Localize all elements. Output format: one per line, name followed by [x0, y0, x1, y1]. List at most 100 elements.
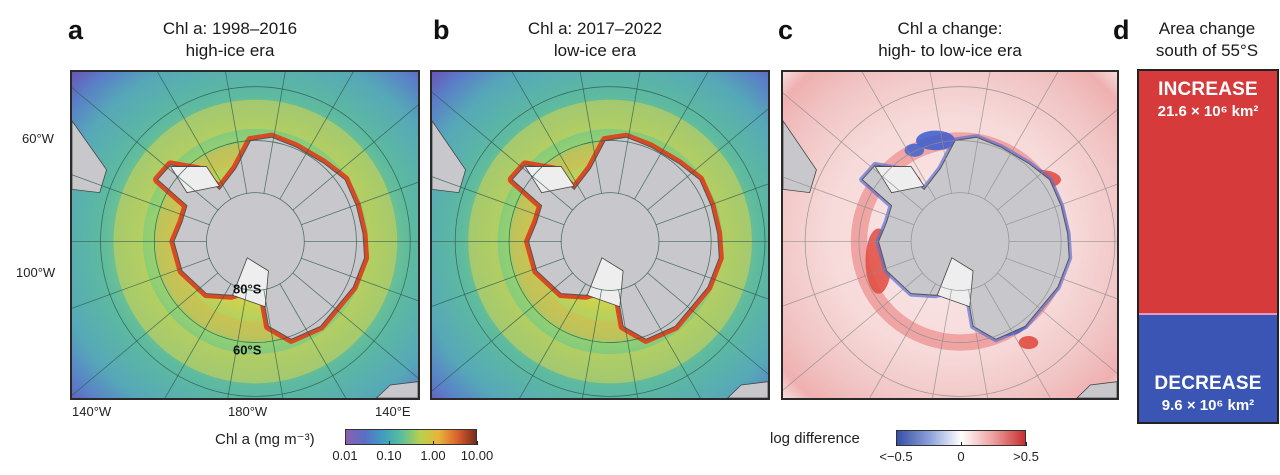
panel-c-title: Chl a change: high- to low-ice era [830, 18, 1070, 62]
map-panel-a: 80°S 60°S [70, 70, 420, 400]
logdiff-tick-label: <−0.5 [879, 449, 913, 464]
meridian-line [869, 283, 936, 398]
lon-label-60w: 60°W [22, 131, 54, 146]
meridian-line [279, 72, 354, 200]
meridian-line [647, 272, 768, 375]
meridian-line [783, 257, 915, 307]
lon-label-140e: 140°E [375, 404, 411, 419]
meridian-line [164, 283, 232, 398]
weddell-ice-shelf [524, 166, 575, 194]
meridian-line [72, 174, 210, 226]
panel-c-title-line1: Chl a change: [897, 19, 1003, 38]
panel-b-title: Chl a: 2017–2022 low-ice era [485, 18, 705, 62]
bar-decrease: DECREASE 9.6 × 10⁶ km² [1139, 314, 1277, 422]
ross-ice-shelf [586, 257, 624, 308]
bar-increase-value: 21.6 × 10⁶ km² [1157, 103, 1259, 120]
chl-tick-label: 0.01 [332, 448, 358, 463]
meridian-line [72, 272, 219, 396]
chl-colorbar-title: Chl a (mg m⁻³) [215, 431, 315, 448]
weddell-ice-shelf [874, 166, 925, 194]
meridian-line [647, 108, 768, 211]
panel-letter-b: b [433, 15, 450, 45]
ross-ice-shelf [232, 257, 269, 308]
chl-tick-mark [389, 441, 390, 445]
panel-d-title-line2: south of 55°S [1155, 41, 1259, 60]
meridian-line [227, 289, 248, 398]
ross-ice-shelf [936, 257, 974, 308]
logdiff-tick-label: 0 [957, 449, 965, 464]
south-america-land [432, 120, 467, 194]
australia-land [1076, 381, 1117, 398]
meridian-line [263, 289, 284, 398]
panel-letter-d: d [1113, 15, 1130, 45]
chl-tick-mark [345, 441, 346, 445]
meridian-line [984, 283, 1051, 398]
meridian-line [968, 289, 989, 398]
panel-b-title-line1: Chl a: 2017–2022 [527, 19, 663, 38]
south-america-land [783, 120, 817, 194]
meridian-line [634, 72, 709, 200]
panel-a-title-line2: high-ice era [185, 41, 275, 60]
south-america-land [72, 120, 108, 194]
logdiff-tick-label: >0.5 [1013, 449, 1039, 464]
meridian-line [968, 72, 991, 194]
meridian-line [157, 72, 232, 200]
panel-d-title: Area change south of 55°S [1132, 18, 1280, 62]
lat-label-80s: 80°S [233, 282, 262, 297]
panel-d-title-line1: Area change [1158, 19, 1256, 38]
meridian-line [579, 72, 602, 194]
bar-increase: INCREASE 21.6 × 10⁶ km² [1139, 71, 1277, 313]
meridian-line [225, 72, 248, 194]
map-panel-b [430, 70, 770, 400]
change-patch [916, 130, 956, 151]
meridian-line [72, 87, 219, 211]
panel-letter-c: c [778, 15, 794, 45]
meridian-line [72, 257, 210, 309]
panel-b-title-line2: low-ice era [553, 41, 637, 60]
panel-a-title: Chl a: 1998–2016 high-ice era [120, 18, 340, 62]
panel-a-title-line1: Chl a: 1998–2016 [162, 19, 298, 38]
panel-letter-a: a [68, 15, 84, 45]
bar-decrease-label: DECREASE [1154, 373, 1262, 394]
meridian-line [984, 72, 1059, 200]
panel-c-title-line2: high- to low-ice era [878, 41, 1022, 60]
bar-increase-label: INCREASE [1158, 79, 1258, 100]
chl-tick-mark [433, 441, 434, 445]
australia-land [375, 381, 418, 398]
meridian-line [783, 92, 923, 211]
bar-decrease-value: 9.6 × 10⁶ km² [1161, 397, 1255, 414]
meridian-line [292, 104, 418, 211]
meridian-line [279, 283, 347, 398]
logdiff-tick-mark [896, 442, 897, 446]
meridian-line [292, 272, 418, 379]
logdiff-tick-mark [1026, 442, 1027, 446]
chl-colorbar [345, 429, 477, 445]
meridian-line [432, 272, 573, 392]
lon-label-140w: 140°W [72, 404, 112, 419]
logdiff-tick-mark [961, 442, 962, 446]
meridian-line [634, 283, 701, 398]
meridian-line [655, 257, 768, 300]
chl-tick-mark [477, 441, 478, 445]
logdiff-colorbar-title: log difference [770, 430, 860, 447]
meridian-line [1005, 257, 1117, 300]
chl-tick-label: 1.00 [420, 448, 446, 463]
meridian-line [783, 176, 915, 226]
bar-divider [1139, 312, 1277, 315]
meridian-line [432, 257, 565, 307]
meridian-line [301, 257, 418, 302]
meridian-line [618, 72, 641, 194]
meridian-line [655, 183, 768, 226]
meridian-line [783, 272, 923, 391]
meridian-line [582, 289, 602, 398]
meridian-line [1005, 183, 1117, 226]
meridian-line [929, 72, 952, 194]
area-change-bar: INCREASE 21.6 × 10⁶ km² DECREASE 9.6 × 1… [1137, 69, 1279, 424]
meridian-line [432, 91, 573, 211]
australia-land [727, 381, 768, 398]
meridian-line [997, 272, 1117, 374]
meridian-line [519, 283, 586, 398]
lon-label-180w: 180°W [228, 404, 268, 419]
meridian-line [932, 289, 952, 398]
meridian-line [511, 72, 586, 200]
